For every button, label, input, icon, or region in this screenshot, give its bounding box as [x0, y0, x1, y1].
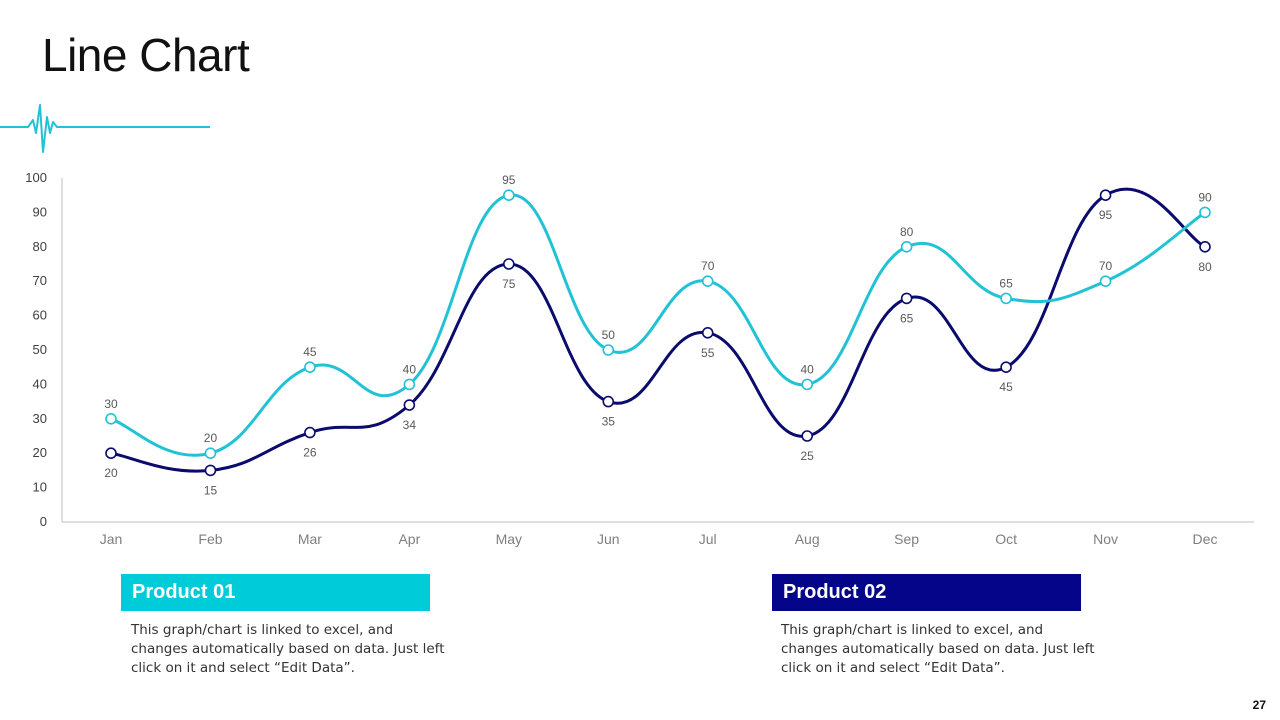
product-02-description: This graph/chart is linked to excel, and… [781, 622, 1095, 676]
data-label: 15 [204, 483, 218, 497]
x-tick-label: Oct [995, 531, 1017, 547]
data-label: 90 [1198, 190, 1212, 204]
data-point [1000, 292, 1012, 305]
x-tick-label: Feb [198, 531, 222, 547]
data-label: 26 [303, 446, 317, 460]
heartbeat-icon [0, 104, 210, 153]
x-tick-label: Jun [597, 531, 620, 547]
data-point [503, 258, 515, 270]
data-point [105, 412, 117, 425]
data-label: 70 [701, 259, 715, 273]
data-label: 20 [204, 431, 218, 445]
data-label: 95 [502, 173, 516, 187]
data-point [900, 292, 913, 305]
data-point [1099, 189, 1112, 201]
data-point [105, 447, 117, 460]
series-line-product-01 [109, 193, 1207, 457]
data-point [900, 241, 913, 253]
data-label: 70 [1099, 259, 1113, 273]
data-label: 95 [1099, 208, 1113, 222]
data-label: 40 [801, 362, 815, 376]
data-point [602, 395, 615, 408]
data-label: 34 [403, 418, 417, 432]
y-tick-label: 30 [33, 411, 47, 426]
data-label: 45 [999, 380, 1013, 394]
data-label: 20 [104, 466, 118, 480]
data-label: 55 [701, 346, 715, 360]
y-tick-label: 60 [33, 308, 47, 323]
y-tick-label: 70 [33, 273, 47, 288]
data-point [1199, 206, 1211, 219]
data-label: 65 [900, 311, 914, 325]
x-tick-label: Jul [699, 531, 717, 547]
data-label: 25 [801, 449, 815, 463]
y-tick-label: 10 [33, 480, 47, 495]
legend-product-02: Product 02 [772, 574, 1081, 611]
legend-product-01: Product 01 [121, 574, 430, 611]
data-point [701, 275, 714, 288]
data-label: 45 [303, 345, 317, 359]
line-chart: 0 10 20 30 40 50 60 70 80 90 100 Jan Feb Mar Apr May Ju… [25, 170, 1254, 547]
data-point [1099, 275, 1112, 288]
x-tick-label: Jan [100, 531, 123, 547]
data-point [503, 189, 515, 201]
data-point [204, 464, 217, 477]
data-point [701, 326, 714, 339]
data-point [403, 399, 416, 411]
data-point [602, 344, 615, 356]
x-tick-label: Mar [298, 531, 322, 547]
y-tick-label: 0 [40, 514, 47, 529]
data-label: 50 [602, 328, 616, 342]
data-point [801, 378, 813, 391]
data-label: 80 [900, 225, 914, 239]
data-point [1199, 241, 1211, 253]
data-label: 35 [602, 415, 616, 429]
product-01-description: This graph/chart is linked to excel, and… [131, 622, 445, 676]
data-label: 80 [1198, 260, 1212, 274]
x-tick-label: Aug [795, 531, 820, 547]
x-tick-label: Nov [1093, 531, 1118, 547]
data-point [304, 426, 316, 439]
y-tick-label: 20 [33, 445, 47, 460]
y-tick-label: 40 [33, 376, 47, 391]
page-number: 27 [1252, 698, 1266, 712]
x-tick-label: Apr [398, 531, 420, 547]
y-tick-label: 50 [33, 342, 47, 357]
data-label: 75 [502, 277, 516, 291]
slide-title: Line Chart [42, 29, 250, 81]
data-point [204, 447, 217, 460]
data-label: 30 [104, 397, 118, 411]
data-point [403, 378, 416, 391]
x-tick-label: May [496, 531, 522, 547]
data-label: 65 [999, 276, 1013, 290]
x-tick-label: Dec [1193, 531, 1218, 547]
data-point [801, 430, 813, 442]
y-tick-label: 80 [33, 239, 47, 254]
y-tick-label: 100 [25, 170, 47, 185]
data-label: 40 [403, 362, 417, 376]
y-tick-label: 90 [33, 204, 47, 219]
data-point [304, 361, 316, 374]
x-tick-label: Sep [894, 531, 919, 547]
data-point [1000, 361, 1012, 374]
series-line-product-02 [109, 187, 1207, 473]
